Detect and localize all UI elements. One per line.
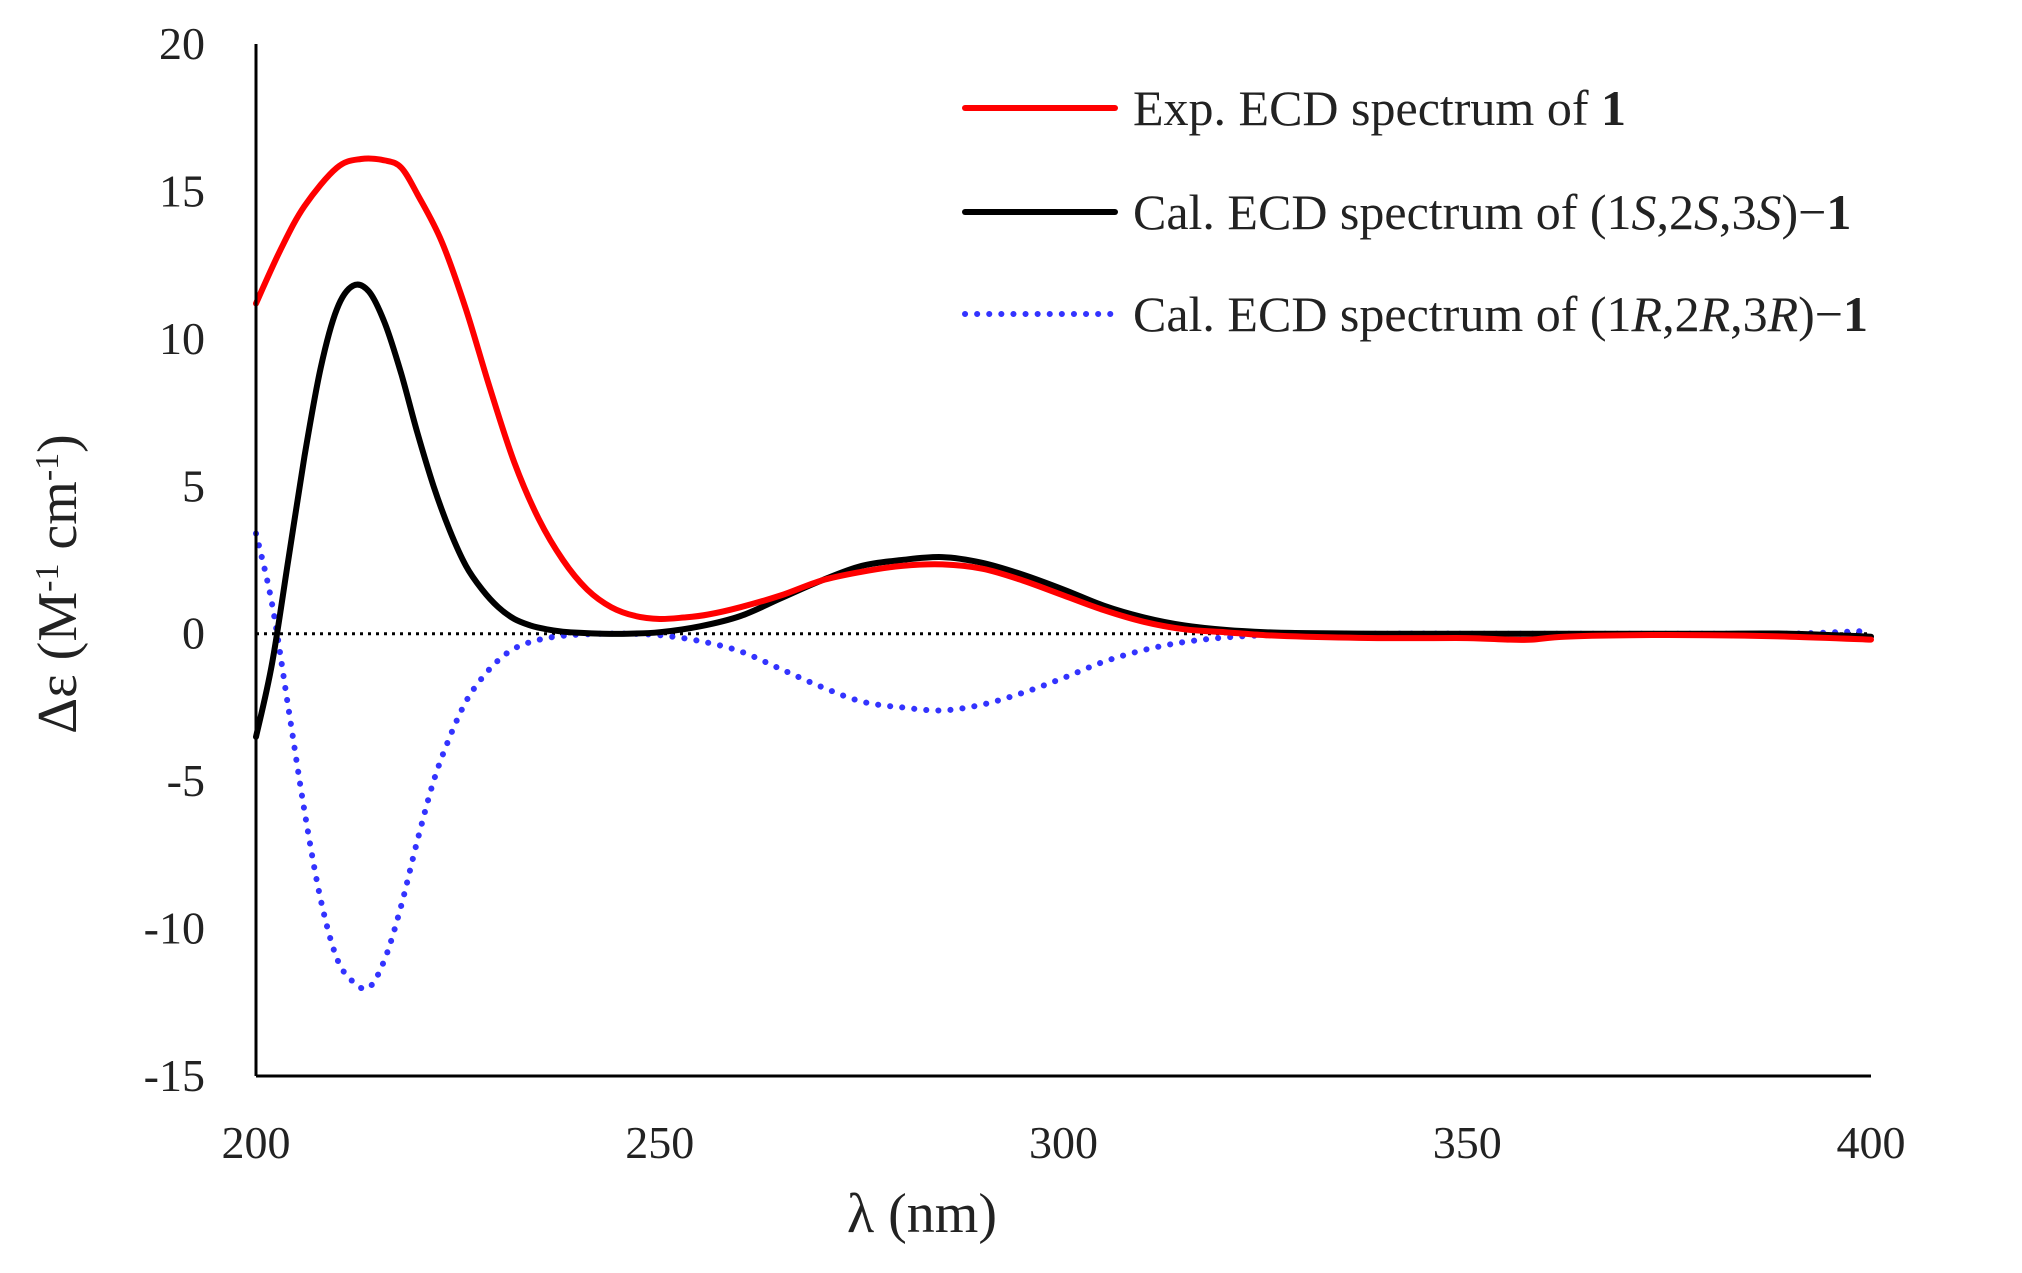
y-tick-label: 15 <box>159 165 205 216</box>
legend-cal-sss-label: Cal. ECD spectrum of (1S,2S,3S)−1 <box>1133 184 1851 240</box>
x-tick-labels: 200 250 300 350 400 <box>222 1117 1906 1168</box>
y-axis-title-part: cm <box>27 481 89 563</box>
y-axis-title: Δε (M-1 cm-1) <box>27 434 89 734</box>
cal-rrr-series-line <box>253 530 1874 992</box>
y-tick-label: -15 <box>144 1050 205 1101</box>
y-tick-label: 20 <box>159 18 205 69</box>
x-tick-label: 300 <box>1029 1117 1098 1168</box>
y-axis-title-part: -1 <box>29 564 66 592</box>
x-tick-label: 200 <box>222 1117 291 1168</box>
cal-sss-series-line <box>253 281 1874 740</box>
x-tick-label: 400 <box>1837 1117 1906 1168</box>
y-axis-title-part: Δε (M <box>27 592 89 734</box>
legend-exp-ecd-label: Exp. ECD spectrum of 1 <box>1133 80 1626 136</box>
y-tick-label: -5 <box>167 755 205 806</box>
y-tick-label: -10 <box>144 903 205 954</box>
legend-cal-rrr-label: Cal. ECD spectrum of (1R,2R,3R)−1 <box>1133 286 1868 342</box>
y-tick-label: 5 <box>182 460 205 511</box>
y-axis-title-part: -1 <box>29 453 66 481</box>
y-tick-labels: 20 15 10 5 0 -5 -10 -15 <box>144 18 205 1101</box>
x-tick-label: 250 <box>625 1117 694 1168</box>
y-tick-label: 0 <box>182 608 205 659</box>
y-tick-label: 10 <box>159 313 205 364</box>
x-axis-title: λ (nm) <box>847 1183 997 1245</box>
exp-ecd-series-line <box>253 155 1874 643</box>
plot-area <box>253 155 1874 992</box>
legend: Exp. ECD spectrum of 1 Cal. ECD spectrum … <box>962 80 1868 342</box>
x-tick-label: 350 <box>1433 1117 1502 1168</box>
y-axis-title-part: ) <box>27 434 89 453</box>
